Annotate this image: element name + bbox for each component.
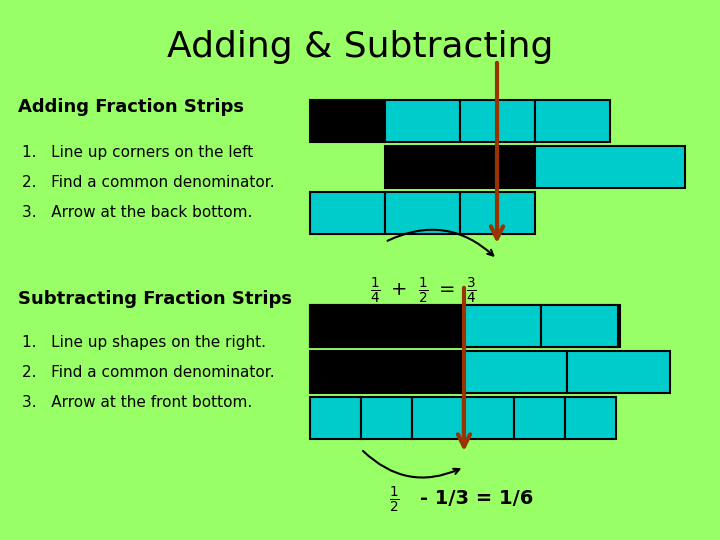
- Text: 3.   Arrow at the front bottom.: 3. Arrow at the front bottom.: [22, 395, 252, 410]
- Text: 1.   Line up shapes on the right.: 1. Line up shapes on the right.: [22, 335, 266, 350]
- Bar: [514, 397, 565, 439]
- Text: $\frac{1}{4}$: $\frac{1}{4}$: [369, 276, 380, 306]
- Bar: [385, 146, 535, 188]
- Text: 2.   Find a common denominator.: 2. Find a common denominator.: [22, 175, 274, 190]
- Bar: [565, 397, 616, 439]
- Text: 2.   Find a common denominator.: 2. Find a common denominator.: [22, 365, 274, 380]
- Bar: [310, 305, 465, 347]
- Text: Subtracting Fraction Strips: Subtracting Fraction Strips: [18, 290, 292, 308]
- Bar: [412, 397, 463, 439]
- Bar: [465, 305, 620, 347]
- Bar: [361, 397, 412, 439]
- Bar: [385, 100, 460, 142]
- Bar: [463, 397, 514, 439]
- Bar: [460, 192, 535, 234]
- Bar: [460, 100, 535, 142]
- Text: Adding & Subtracting: Adding & Subtracting: [167, 30, 553, 64]
- Bar: [464, 305, 541, 347]
- Text: $\frac{1}{2}$: $\frac{1}{2}$: [418, 276, 428, 306]
- Bar: [310, 305, 464, 347]
- Bar: [541, 305, 618, 347]
- Bar: [535, 100, 610, 142]
- Text: +: +: [391, 280, 408, 299]
- Text: $\frac{3}{4}$: $\frac{3}{4}$: [466, 276, 477, 306]
- Bar: [310, 192, 385, 234]
- Bar: [567, 351, 670, 393]
- Bar: [310, 397, 361, 439]
- Text: =: =: [438, 280, 455, 299]
- Bar: [310, 351, 464, 393]
- Bar: [310, 100, 385, 142]
- Text: 1.   Line up corners on the left: 1. Line up corners on the left: [22, 145, 253, 160]
- Bar: [535, 146, 685, 188]
- Text: 3.   Arrow at the back bottom.: 3. Arrow at the back bottom.: [22, 205, 253, 220]
- Text: - 1/3 = 1/6: - 1/3 = 1/6: [420, 489, 534, 508]
- Text: Adding Fraction Strips: Adding Fraction Strips: [18, 98, 244, 116]
- Bar: [385, 192, 460, 234]
- Text: $\frac{1}{2}$: $\frac{1}{2}$: [389, 485, 400, 515]
- Bar: [464, 351, 567, 393]
